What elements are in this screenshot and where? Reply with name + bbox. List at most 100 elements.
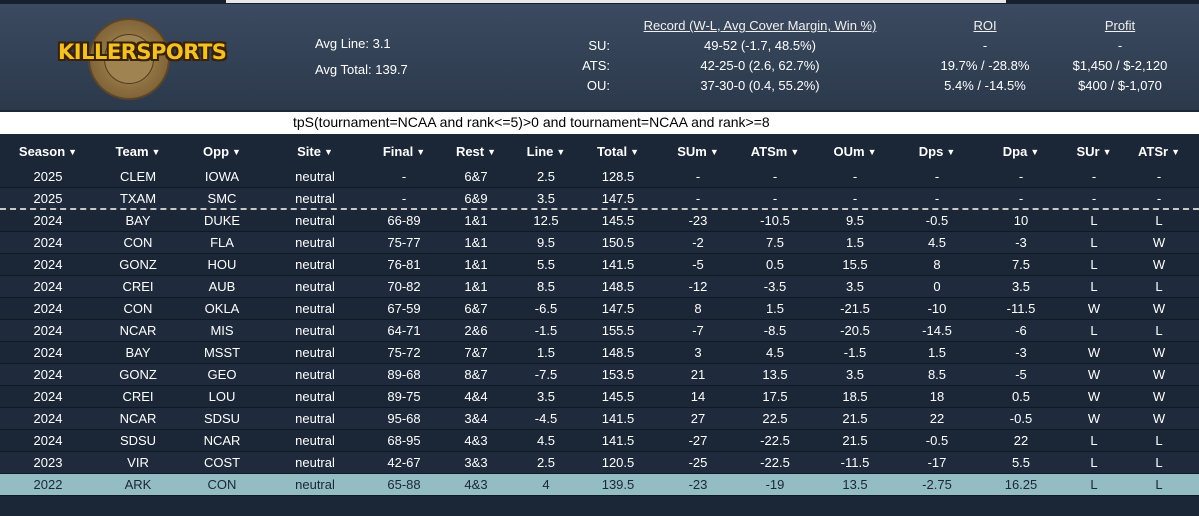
table-row[interactable]: 2024 BAY MSST neutral 75-72 7&7 1.5 148.5 3 4.5 -1… bbox=[0, 342, 1199, 364]
killersports-logo[interactable]: KILLERSPORTS bbox=[58, 18, 227, 100]
summary-header: KILLERSPORTS Avg Line: 3.1 Avg Total: 13… bbox=[0, 4, 1199, 110]
cell-site: neutral bbox=[295, 279, 335, 294]
column-header-label: Opp bbox=[203, 144, 230, 159]
cell-team: CLEM bbox=[119, 169, 157, 184]
cell-final: 65-88 bbox=[387, 477, 421, 492]
cell-atsm: -19 bbox=[765, 477, 785, 492]
cell-sum: 3 bbox=[694, 345, 702, 360]
cell-site: neutral bbox=[295, 323, 335, 338]
cell-oum: - bbox=[852, 191, 858, 206]
cell-dpa: -0.5 bbox=[1009, 411, 1033, 426]
column-header-site[interactable]: Site ▼ bbox=[275, 144, 355, 159]
table-row[interactable]: 2024 NCAR SDSU neutral 95-68 3&4 -4.5 141.5 27 22… bbox=[0, 408, 1199, 430]
table-row[interactable]: 2024 CON FLA neutral 75-77 1&1 9.5 150.5 -2 7.5 1.… bbox=[0, 232, 1199, 254]
table-row[interactable]: 2024 CON OKLA neutral 67-59 6&7 -6.5 147.5 8 1.5 -… bbox=[0, 298, 1199, 320]
cell-sum: 27 bbox=[690, 411, 706, 426]
profit-header-link[interactable]: Profit bbox=[1104, 18, 1136, 33]
table-row[interactable]: 2024 CREI LOU neutral 89-75 4&4 3.5 145.5 14 17.5… bbox=[0, 386, 1199, 408]
stats-record: 49-52 (-1.7, 48.5%) bbox=[703, 38, 816, 53]
sort-caret-icon: ▼ bbox=[790, 147, 800, 157]
cell-sur: L bbox=[1090, 455, 1098, 470]
cell-sur: W bbox=[1087, 345, 1101, 360]
column-header-final[interactable]: Final ▼ bbox=[364, 144, 444, 159]
sort-caret-icon: ▼ bbox=[556, 147, 566, 157]
column-header-label: Dps bbox=[918, 144, 944, 159]
cell-oum: 21.5 bbox=[842, 411, 868, 426]
cell-season: 2023 bbox=[33, 455, 63, 470]
cell-sur: L bbox=[1090, 235, 1098, 250]
cell-atsm: 0.5 bbox=[765, 257, 785, 272]
cell-sur: L bbox=[1090, 279, 1098, 294]
cell-oum: 1.5 bbox=[845, 235, 865, 250]
cell-site: neutral bbox=[295, 169, 335, 184]
column-header-team[interactable]: Team ▼ bbox=[103, 144, 173, 159]
table-row[interactable]: 2024 GONZ GEO neutral 89-68 8&7 -7.5 153.5 21 13.… bbox=[0, 364, 1199, 386]
results-table: 2025 CLEM IOWA neutral -6&7 2.5 128.5- - - - - - -20… bbox=[0, 166, 1199, 496]
cell-opp: SDSU bbox=[203, 411, 241, 426]
cell-line: -1.5 bbox=[534, 323, 558, 338]
cell-dps: 4.5 bbox=[927, 235, 947, 250]
cell-opp: NCAR bbox=[203, 433, 241, 448]
cell-atsr: L bbox=[1155, 213, 1163, 228]
cell-sum: -2 bbox=[692, 235, 704, 250]
cell-oum: 18.5 bbox=[842, 389, 868, 404]
column-header-dpa[interactable]: Dpa ▼ bbox=[986, 144, 1056, 159]
roi-header-link[interactable]: ROI bbox=[973, 18, 997, 33]
record-header-link[interactable]: Record (W-L, Avg Cover Margin, Win %) bbox=[643, 18, 877, 33]
cell-atsm: 17.5 bbox=[762, 389, 788, 404]
cell-atsr: - bbox=[1156, 191, 1162, 206]
column-header-total[interactable]: Total ▼ bbox=[583, 144, 653, 159]
sort-caret-icon: ▼ bbox=[1030, 147, 1040, 157]
cell-oum: -11.5 bbox=[840, 455, 870, 470]
cell-atsr: W bbox=[1152, 367, 1166, 382]
table-row[interactable]: 2024 SDSU NCAR neutral 68-95 4&3 4.5 141.5 -27 -2… bbox=[0, 430, 1199, 452]
cell-sum: -5 bbox=[692, 257, 704, 272]
sort-caret-icon: ▼ bbox=[323, 147, 333, 157]
cell-site: neutral bbox=[295, 257, 335, 272]
cell-oum: 3.5 bbox=[845, 367, 865, 382]
table-row[interactable]: 2023 VIR COST neutral 42-67 3&3 2.5 120.5 -25 -22… bbox=[0, 452, 1199, 474]
column-header-sum[interactable]: SUm ▼ bbox=[663, 144, 733, 159]
cell-dpa: -3 bbox=[1015, 235, 1027, 250]
cell-line: 9.5 bbox=[536, 235, 556, 250]
cell-atsr: L bbox=[1155, 279, 1163, 294]
column-header-label: Total bbox=[596, 144, 628, 159]
cell-total: 141.5 bbox=[601, 433, 635, 448]
column-header-label: SUm bbox=[677, 144, 707, 159]
cell-atsr: W bbox=[1152, 257, 1166, 272]
column-header-sur[interactable]: SUr ▼ bbox=[1064, 144, 1124, 159]
column-header-dps[interactable]: Dps ▼ bbox=[902, 144, 972, 159]
cell-dps: 8 bbox=[933, 257, 941, 272]
cell-season: 2024 bbox=[33, 301, 63, 316]
cell-sum: - bbox=[695, 169, 701, 184]
table-row[interactable]: 2025 CLEM IOWA neutral - 6&7 2.5 128.5 - - - - - - - bbox=[0, 166, 1199, 188]
column-header-opp[interactable]: Opp ▼ bbox=[187, 144, 257, 159]
table-row[interactable]: 2022 ARK CON neutral 65-88 4&3 4 139.5 -23 -19 13.… bbox=[0, 474, 1199, 496]
cell-line: 1.5 bbox=[536, 345, 556, 360]
column-header-oum[interactable]: OUm ▼ bbox=[820, 144, 890, 159]
column-header-season[interactable]: Season ▼ bbox=[8, 144, 88, 159]
cell-sur: L bbox=[1090, 323, 1098, 338]
cell-opp: COST bbox=[203, 455, 241, 470]
cell-atsr: W bbox=[1152, 345, 1166, 360]
table-row[interactable]: 2024 CREI AUB neutral 70-82 1&1 8.5 148.5 -12 -3.… bbox=[0, 276, 1199, 298]
cell-dps: -10 bbox=[927, 301, 947, 316]
column-header-atsr[interactable]: ATSr ▼ bbox=[1129, 144, 1189, 159]
cell-atsm: - bbox=[772, 169, 778, 184]
column-header-rest[interactable]: Rest ▼ bbox=[446, 144, 506, 159]
cell-opp: AUB bbox=[208, 279, 236, 294]
cell-dpa: -5 bbox=[1015, 367, 1027, 382]
cell-total: 128.5 bbox=[601, 169, 635, 184]
column-header-atsm[interactable]: ATSm ▼ bbox=[735, 144, 815, 159]
table-row[interactable]: 2025 TXAM SMC neutral - 6&9 3.5 147.5 - - - - - - - bbox=[0, 188, 1199, 210]
table-row[interactable]: 2024 GONZ HOU neutral 76-81 1&1 5.5 141.5 -5 0.5 1… bbox=[0, 254, 1199, 276]
table-row[interactable]: 2024 NCAR MIS neutral 64-71 2&6 -1.5 155.5 -7 -8.… bbox=[0, 320, 1199, 342]
sort-caret-icon: ▼ bbox=[1171, 147, 1181, 157]
table-row[interactable]: 2024 BAY DUKE neutral 66-89 1&1 12.5 145.5 -23 -1… bbox=[0, 210, 1199, 232]
cell-atsm: 22.5 bbox=[762, 411, 788, 426]
column-header-line[interactable]: Line ▼ bbox=[516, 144, 576, 159]
cell-sur: L bbox=[1090, 433, 1098, 448]
cell-final: 64-71 bbox=[387, 323, 421, 338]
cell-dps: 22 bbox=[929, 411, 945, 426]
cell-site: neutral bbox=[295, 411, 335, 426]
